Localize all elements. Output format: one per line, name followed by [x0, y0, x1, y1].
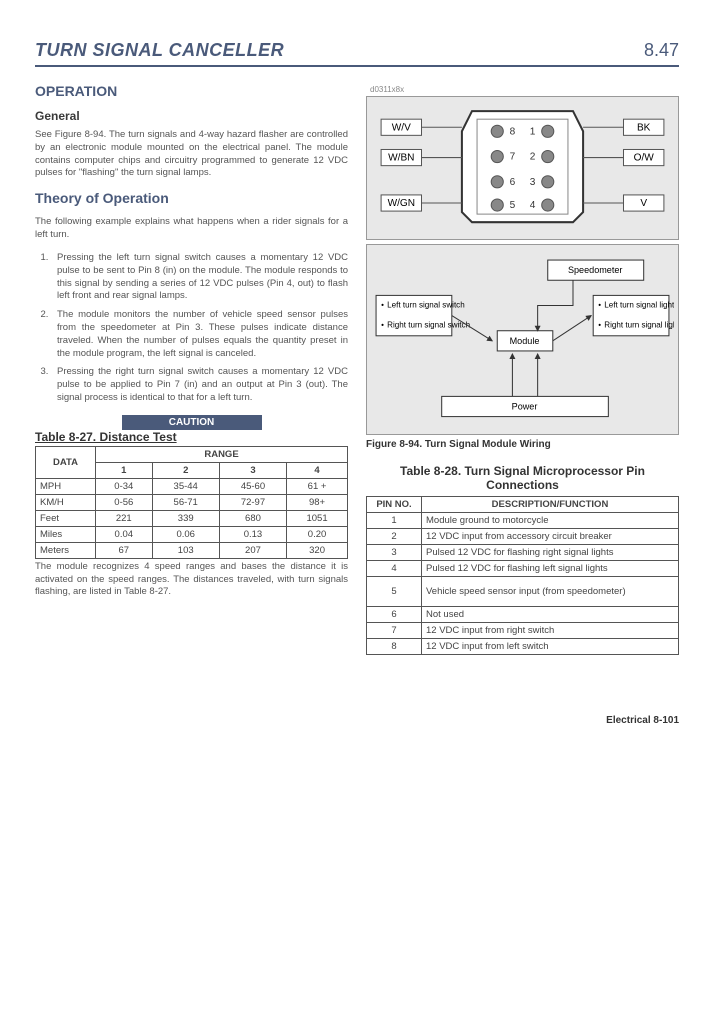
svg-text:W/BN: W/BN: [388, 153, 414, 164]
svg-text:W/V: W/V: [392, 122, 411, 133]
svg-text:O/W: O/W: [634, 153, 655, 164]
diagram-ref: d0311x8x: [366, 83, 679, 96]
svg-text:BK: BK: [637, 122, 651, 133]
desc-col: DESCRIPTION/FUNCTION: [422, 496, 679, 512]
table-row: Miles0.040.060.130.20: [36, 526, 348, 542]
svg-text:8: 8: [510, 126, 516, 137]
page-header: TURN SIGNAL CANCELLER 8.47: [35, 40, 679, 67]
svg-text:3: 3: [530, 177, 536, 188]
svg-text:4: 4: [530, 200, 536, 211]
figure-caption: Figure 8-94. Turn Signal Module Wiring: [366, 439, 679, 450]
table-row: 812 VDC input from left switch: [367, 638, 679, 654]
svg-text:6: 6: [510, 177, 516, 188]
svg-text:•: •: [598, 321, 601, 330]
table-row: 212 VDC input from accessory circuit bre…: [367, 528, 679, 544]
table-row: MPH0-3435-4445-6061 +: [36, 478, 348, 494]
svg-text:•: •: [381, 321, 384, 330]
page-title: TURN SIGNAL CANCELLER: [35, 40, 284, 61]
table-row: 712 VDC input from right switch: [367, 622, 679, 638]
svg-text:•: •: [381, 301, 384, 310]
svg-text:V: V: [640, 198, 647, 209]
distance-table: DATA RANGE 1 2 3 4 MPH0-3435-4445-6061 +…: [35, 446, 348, 559]
general-text: See Figure 8-94. The turn signals and 4-…: [35, 129, 348, 180]
table-row: 1Module ground to motorcycle: [367, 512, 679, 528]
distance-note: The module recognizes 4 speed ranges and…: [35, 561, 348, 599]
svg-text:5: 5: [510, 200, 516, 211]
step-1: Pressing the left turn signal switch cau…: [51, 252, 348, 303]
connector-diagram: W/V W/BN W/GN BK O/W V 8 1: [366, 96, 679, 240]
svg-text:1: 1: [530, 126, 536, 137]
col-2: 2: [152, 462, 219, 478]
svg-text:•: •: [598, 301, 601, 310]
step-3: Pressing the right turn signal switch ca…: [51, 366, 348, 404]
svg-text:Right turn signal light: Right turn signal light: [604, 321, 674, 330]
table-row: 4Pulsed 12 VDC for flashing left signal …: [367, 560, 679, 576]
table-row: KM/H0-5656-7172-9798+: [36, 494, 348, 510]
step-2: The module monitors the number of vehicl…: [51, 309, 348, 360]
svg-text:Left turn signal switch: Left turn signal switch: [387, 301, 465, 310]
distance-table-title: Table 8-27. Distance Test: [35, 430, 348, 444]
page-number: 8.47: [644, 40, 679, 61]
range-header: RANGE: [96, 446, 348, 462]
svg-text:Right turn signal switch: Right turn signal switch: [387, 321, 470, 330]
col-4: 4: [287, 462, 348, 478]
svg-text:Module: Module: [510, 336, 540, 346]
data-header: DATA: [36, 446, 96, 478]
theory-heading: Theory of Operation: [35, 190, 348, 206]
svg-text:W/GN: W/GN: [388, 198, 415, 209]
pin-table: PIN NO. DESCRIPTION/FUNCTION 1Module gro…: [366, 496, 679, 655]
theory-intro: The following example explains what happ…: [35, 216, 348, 242]
theory-steps: Pressing the left turn signal switch cau…: [35, 252, 348, 405]
col-1: 1: [96, 462, 153, 478]
pin-col: PIN NO.: [367, 496, 422, 512]
svg-text:Power: Power: [512, 402, 538, 412]
table-row: Feet2213396801051: [36, 510, 348, 526]
page-footer: Electrical 8-101: [35, 715, 679, 726]
pin-table-title: Table 8-28. Turn Signal Microprocessor P…: [366, 464, 679, 492]
col-3: 3: [219, 462, 286, 478]
svg-text:7: 7: [510, 152, 516, 163]
svg-text:Speedometer: Speedometer: [568, 265, 623, 275]
operation-heading: OPERATION: [35, 83, 348, 99]
table-row: 3Pulsed 12 VDC for flashing right signal…: [367, 544, 679, 560]
general-heading: General: [35, 109, 348, 123]
table-row: 5Vehicle speed sensor input (from speedo…: [367, 576, 679, 606]
svg-text:2: 2: [530, 152, 536, 163]
caution-label: CAUTION: [122, 415, 262, 430]
block-diagram: Speedometer Module Power • Left turn sig…: [366, 244, 679, 435]
table-row: 6Not used: [367, 606, 679, 622]
table-row: Meters67103207320: [36, 542, 348, 558]
svg-text:Left turn signal light: Left turn signal light: [604, 301, 674, 310]
